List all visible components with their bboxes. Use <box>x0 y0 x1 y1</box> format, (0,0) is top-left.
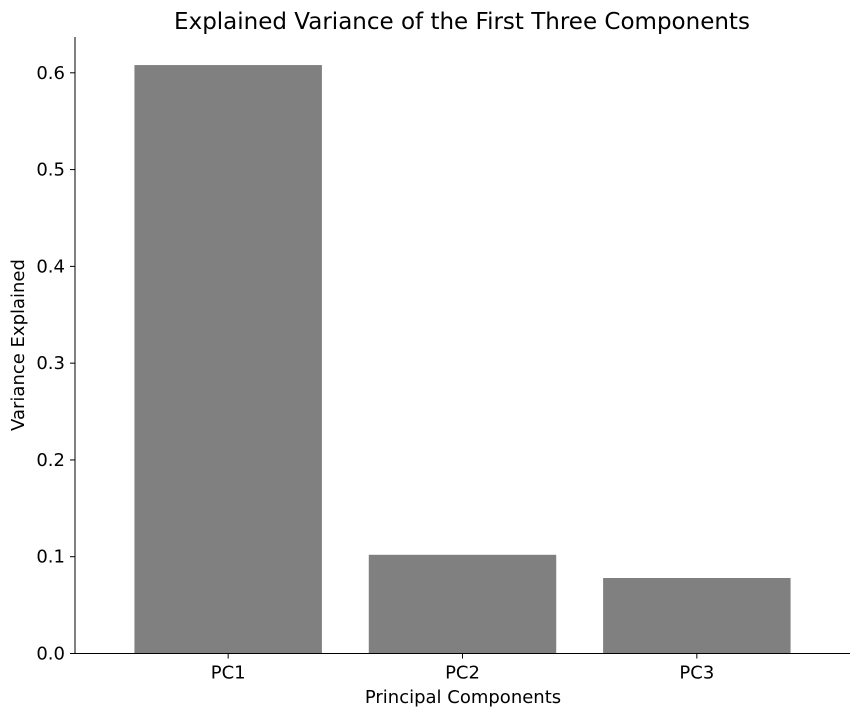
y-tick-label: 0.6 <box>36 63 65 84</box>
plot-area <box>134 65 791 654</box>
y-tick-label: 0.4 <box>36 256 65 277</box>
y-tick-label: 0.3 <box>36 353 65 374</box>
bar-pc3 <box>603 578 791 654</box>
x-tick-label: PC1 <box>211 663 246 684</box>
x-axis-ticks: PC1 PC2 PC3 <box>211 653 714 684</box>
bar-pc2 <box>368 554 557 654</box>
chart-title: Explained Variance of the First Three Co… <box>174 9 750 35</box>
y-tick-label: 0.5 <box>36 160 65 181</box>
y-tick-label: 0.0 <box>36 644 65 665</box>
y-tick-label: 0.2 <box>36 450 65 471</box>
x-tick-label: PC2 <box>445 663 480 684</box>
x-tick-label: PC3 <box>679 663 714 684</box>
x-axis-label: Principal Components <box>365 687 561 708</box>
y-axis-label: Variance Explained <box>8 259 29 431</box>
bar-pc1 <box>134 65 322 654</box>
y-axis-ticks: 0.0 0.1 0.2 0.3 0.4 0.5 0.6 <box>36 63 75 665</box>
y-tick-label: 0.1 <box>36 547 65 568</box>
